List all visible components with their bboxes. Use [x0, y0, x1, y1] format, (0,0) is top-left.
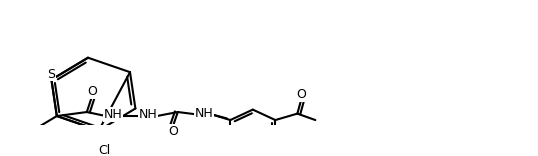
- Text: NH: NH: [194, 107, 213, 120]
- Text: O: O: [87, 85, 97, 98]
- Text: S: S: [47, 68, 55, 80]
- Text: NH: NH: [103, 108, 122, 121]
- Text: Cl: Cl: [98, 144, 111, 156]
- Text: NH: NH: [138, 108, 157, 121]
- Text: O: O: [296, 88, 306, 101]
- Text: O: O: [168, 125, 178, 138]
